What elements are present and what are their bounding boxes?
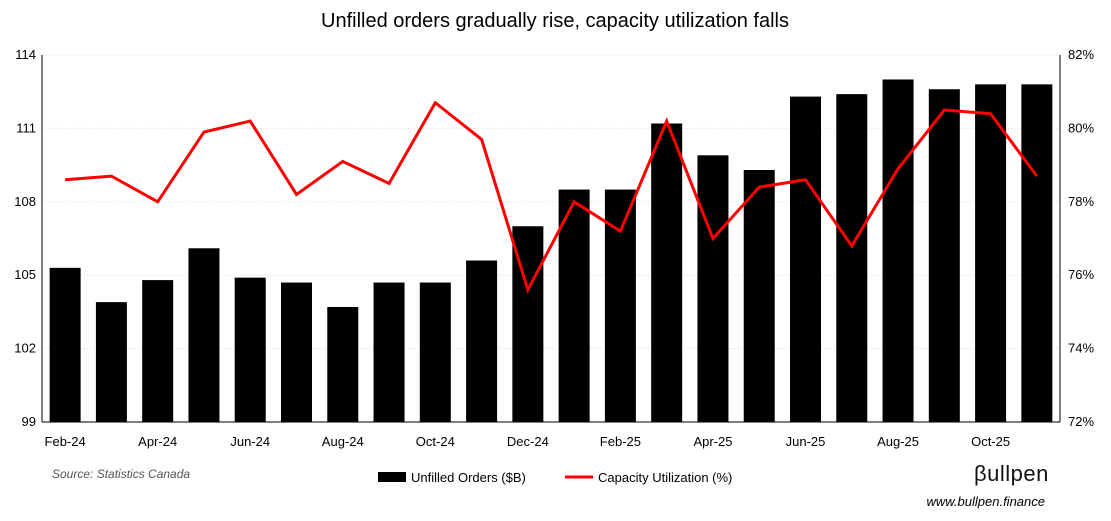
bar-Apr-25 (697, 155, 729, 422)
y-left-tick-label: 102 (14, 341, 36, 356)
chart-title: Unfilled orders gradually rise, capacity… (321, 10, 789, 32)
bar-Oct-25 (975, 84, 1007, 423)
line-series-capacity-utilization (65, 100, 1039, 294)
brand-logo: βullpen (974, 461, 1049, 486)
bar-Sep-24 (373, 282, 405, 422)
legend-label-line: Capacity Utilization (%) (598, 470, 732, 485)
y-right-tick-label: 72% (1068, 414, 1094, 429)
axes (41, 55, 1061, 423)
y-left-tick-label: 99 (22, 414, 36, 429)
x-tick-label: Oct-25 (971, 434, 1010, 449)
bar-May-24 (188, 248, 220, 422)
x-tick-label: Apr-24 (138, 434, 177, 449)
x-tick-label: Aug-25 (877, 434, 919, 449)
bar-Oct-24 (419, 282, 451, 422)
x-tick-label: Jun-24 (230, 434, 270, 449)
bar-Jun-25 (790, 96, 821, 423)
bar-May-25 (743, 169, 775, 422)
x-tick-label: Jun-25 (786, 434, 826, 449)
y-left-tick-label: 114 (15, 47, 36, 62)
bar-Jul-25 (836, 94, 868, 422)
y-left-tick-label: 111 (16, 120, 36, 135)
bar-Mar-25 (651, 123, 683, 423)
bar-Feb-24 (49, 267, 81, 422)
y-axis-right-ticks: 72% 74% 76% 78% 80% 82% (1068, 47, 1094, 429)
x-tick-label: Feb-25 (600, 434, 641, 449)
bar-Nov-24 (466, 260, 498, 422)
x-tick-label: Dec-24 (507, 434, 549, 449)
y-right-tick-label: 82% (1068, 47, 1094, 62)
capacity-utilization-line (65, 100, 1039, 294)
y-right-tick-label: 74% (1068, 341, 1094, 356)
y-right-tick-label: 80% (1068, 120, 1094, 135)
bar-Jun-24 (234, 277, 266, 422)
bar-Nov-25 (1021, 84, 1053, 423)
bar-Mar-24 (95, 302, 127, 422)
y-axis-left-ticks: 99 102 105 108 111 114 (14, 47, 36, 429)
y-left-tick-label: 108 (14, 194, 36, 209)
x-axis-ticks: Feb-24 Apr-24 Jun-24 Aug-24 Oct-24 Dec-24 Feb-… (45, 434, 1011, 449)
bar-Jan-25 (558, 189, 590, 422)
bar-Apr-24 (142, 280, 174, 422)
bar-Sep-25 (928, 89, 960, 423)
x-tick-label: Feb-24 (45, 434, 86, 449)
y-right-tick-label: 78% (1068, 194, 1094, 209)
legend-swatch-bars (378, 472, 406, 482)
x-tick-label: Oct-24 (416, 434, 455, 449)
y-left-tick-label: 105 (14, 267, 36, 282)
bar-Aug-24 (327, 307, 359, 422)
legend: Unfilled Orders ($B) Capacity Utilizatio… (378, 470, 732, 485)
bar-Aug-25 (882, 79, 914, 422)
x-tick-label: Aug-24 (322, 434, 364, 449)
source-note: Source: Statistics Canada (52, 467, 190, 481)
x-tick-label: Apr-25 (693, 434, 732, 449)
brand-url: www.bullpen.finance (926, 494, 1045, 509)
legend-label-bars: Unfilled Orders ($B) (411, 470, 526, 485)
bar-series-unfilled-orders (49, 79, 1053, 423)
bar-Jul-24 (281, 282, 312, 422)
y-right-tick-label: 76% (1068, 267, 1094, 282)
